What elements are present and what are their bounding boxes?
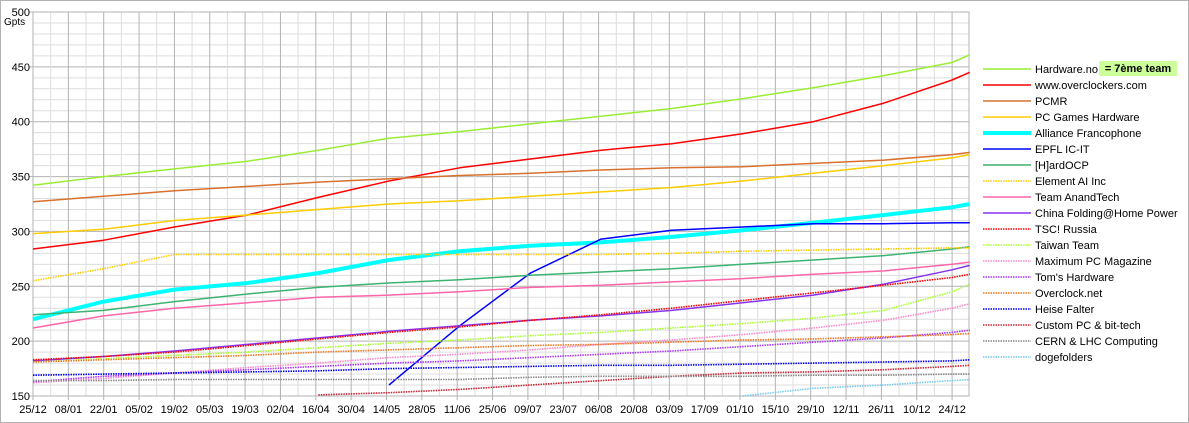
x-tick-label: 24/12 xyxy=(938,404,966,416)
x-tick-label: 09/07 xyxy=(514,404,542,416)
series-line-tsc-russia xyxy=(32,273,970,361)
legend: Hardware.no www.overclockers.com PCMR PC Ga… xyxy=(983,61,1178,364)
legend-label: Tom's Hardware xyxy=(1035,272,1114,284)
x-tick-label: 12/11 xyxy=(833,404,860,416)
series-line-epfl-ic-it xyxy=(388,221,970,386)
series-line-custom-pc-bit-tech xyxy=(318,364,970,396)
x-tick-label: 03/09 xyxy=(656,404,684,416)
x-tick-label: 08/01 xyxy=(55,404,83,416)
series-line-cern-lhc-computing xyxy=(33,373,970,382)
legend-label: Element AI Inc xyxy=(1035,176,1106,188)
series-line-www-overclockers-com xyxy=(32,71,971,250)
y-tick-label: 500 xyxy=(12,7,30,19)
x-tick-label: 19/03 xyxy=(231,404,259,416)
x-tick-label: 29/10 xyxy=(797,404,825,416)
legend-label: EPFL IC-IT xyxy=(1035,144,1090,156)
y-tick-label: 150 xyxy=(12,391,30,403)
x-tick-label: 05/02 xyxy=(125,404,153,416)
series-line-hardware-no xyxy=(32,54,971,187)
legend-label: Overclock.net xyxy=(1035,288,1102,300)
series-line-team-anandtech xyxy=(32,261,970,329)
legend-label: Team AnandTech xyxy=(1035,192,1119,204)
x-tick-label: 28/05 xyxy=(408,404,436,416)
annotation-badge xyxy=(1099,61,1177,76)
x-tick-label: 14/05 xyxy=(373,404,401,416)
legend-label: TSC! Russia xyxy=(1035,224,1098,236)
series-line-heise-falter xyxy=(32,359,970,376)
legend-label: PCMR xyxy=(1035,96,1067,108)
y-tick-label: 350 xyxy=(12,172,30,184)
y-tick-label: 450 xyxy=(12,62,30,74)
legend-label: Taiwan Team xyxy=(1035,240,1099,252)
y-tick-label: 250 xyxy=(12,281,30,293)
x-tick-label: 25/12 xyxy=(19,404,47,416)
series-line-pcmr xyxy=(32,151,970,203)
x-tick-label: 06/08 xyxy=(585,404,613,416)
x-tick-label: 16/04 xyxy=(302,404,330,416)
y-axis-label: Gpts xyxy=(4,17,25,28)
legend-label: Heise Falter xyxy=(1035,304,1095,316)
x-tick-label: 25/06 xyxy=(479,404,507,416)
legend-label: [H]ardOCP xyxy=(1035,160,1089,172)
y-tick-label: 300 xyxy=(12,226,30,238)
x-tick-label: 26/11 xyxy=(868,404,895,416)
x-tick-label: 23/07 xyxy=(549,404,577,416)
legend-label: Alliance Francophone xyxy=(1035,128,1141,140)
legend-label: Maximum PC Magazine xyxy=(1035,256,1152,268)
legend-label: PC Games Hardware xyxy=(1035,112,1140,124)
legend-label: www.overclockers.com xyxy=(1034,80,1147,92)
legend-label: China Folding@Home Power xyxy=(1035,208,1178,220)
series-line-taiwan-team xyxy=(32,283,971,363)
axes: 150 200 250 300 350 400 450 500 25/12 08/01 22/01 0… xyxy=(12,7,970,416)
x-tick-label: 22/01 xyxy=(90,404,118,416)
series-line-element-ai-inc xyxy=(32,247,970,282)
annotation-text: = 7ème team xyxy=(1105,63,1172,75)
x-tick-label: 01/10 xyxy=(726,404,754,416)
x-tick-label: 15/10 xyxy=(762,404,790,416)
legend-label: CERN & LHC Computing xyxy=(1035,336,1158,348)
series-line-alliance-francophone xyxy=(32,202,971,322)
series-line--h-ardocp xyxy=(32,246,970,316)
series-lines xyxy=(32,54,971,397)
legend-label: dogefolders xyxy=(1035,352,1093,364)
legend-label: Custom PC & bit-tech xyxy=(1035,320,1141,332)
series-line-pc-games-hardware xyxy=(32,153,970,235)
x-tick-label: 05/03 xyxy=(196,404,224,416)
x-tick-label: 02/04 xyxy=(267,404,295,416)
x-tick-label: 30/04 xyxy=(337,404,365,416)
x-tick-label: 20/08 xyxy=(620,404,648,416)
y-tick-label: 200 xyxy=(12,336,30,348)
legend-label: Hardware.no xyxy=(1035,64,1098,76)
y-tick-label: 400 xyxy=(12,117,30,129)
series-line-dogefolders xyxy=(742,378,970,397)
series-line-overclock-net xyxy=(32,332,970,363)
x-tick-label: 10/12 xyxy=(903,404,931,416)
x-tick-label: 11/06 xyxy=(444,404,471,416)
x-tick-label: 19/02 xyxy=(161,404,189,416)
x-tick-label: 17/09 xyxy=(691,404,719,416)
